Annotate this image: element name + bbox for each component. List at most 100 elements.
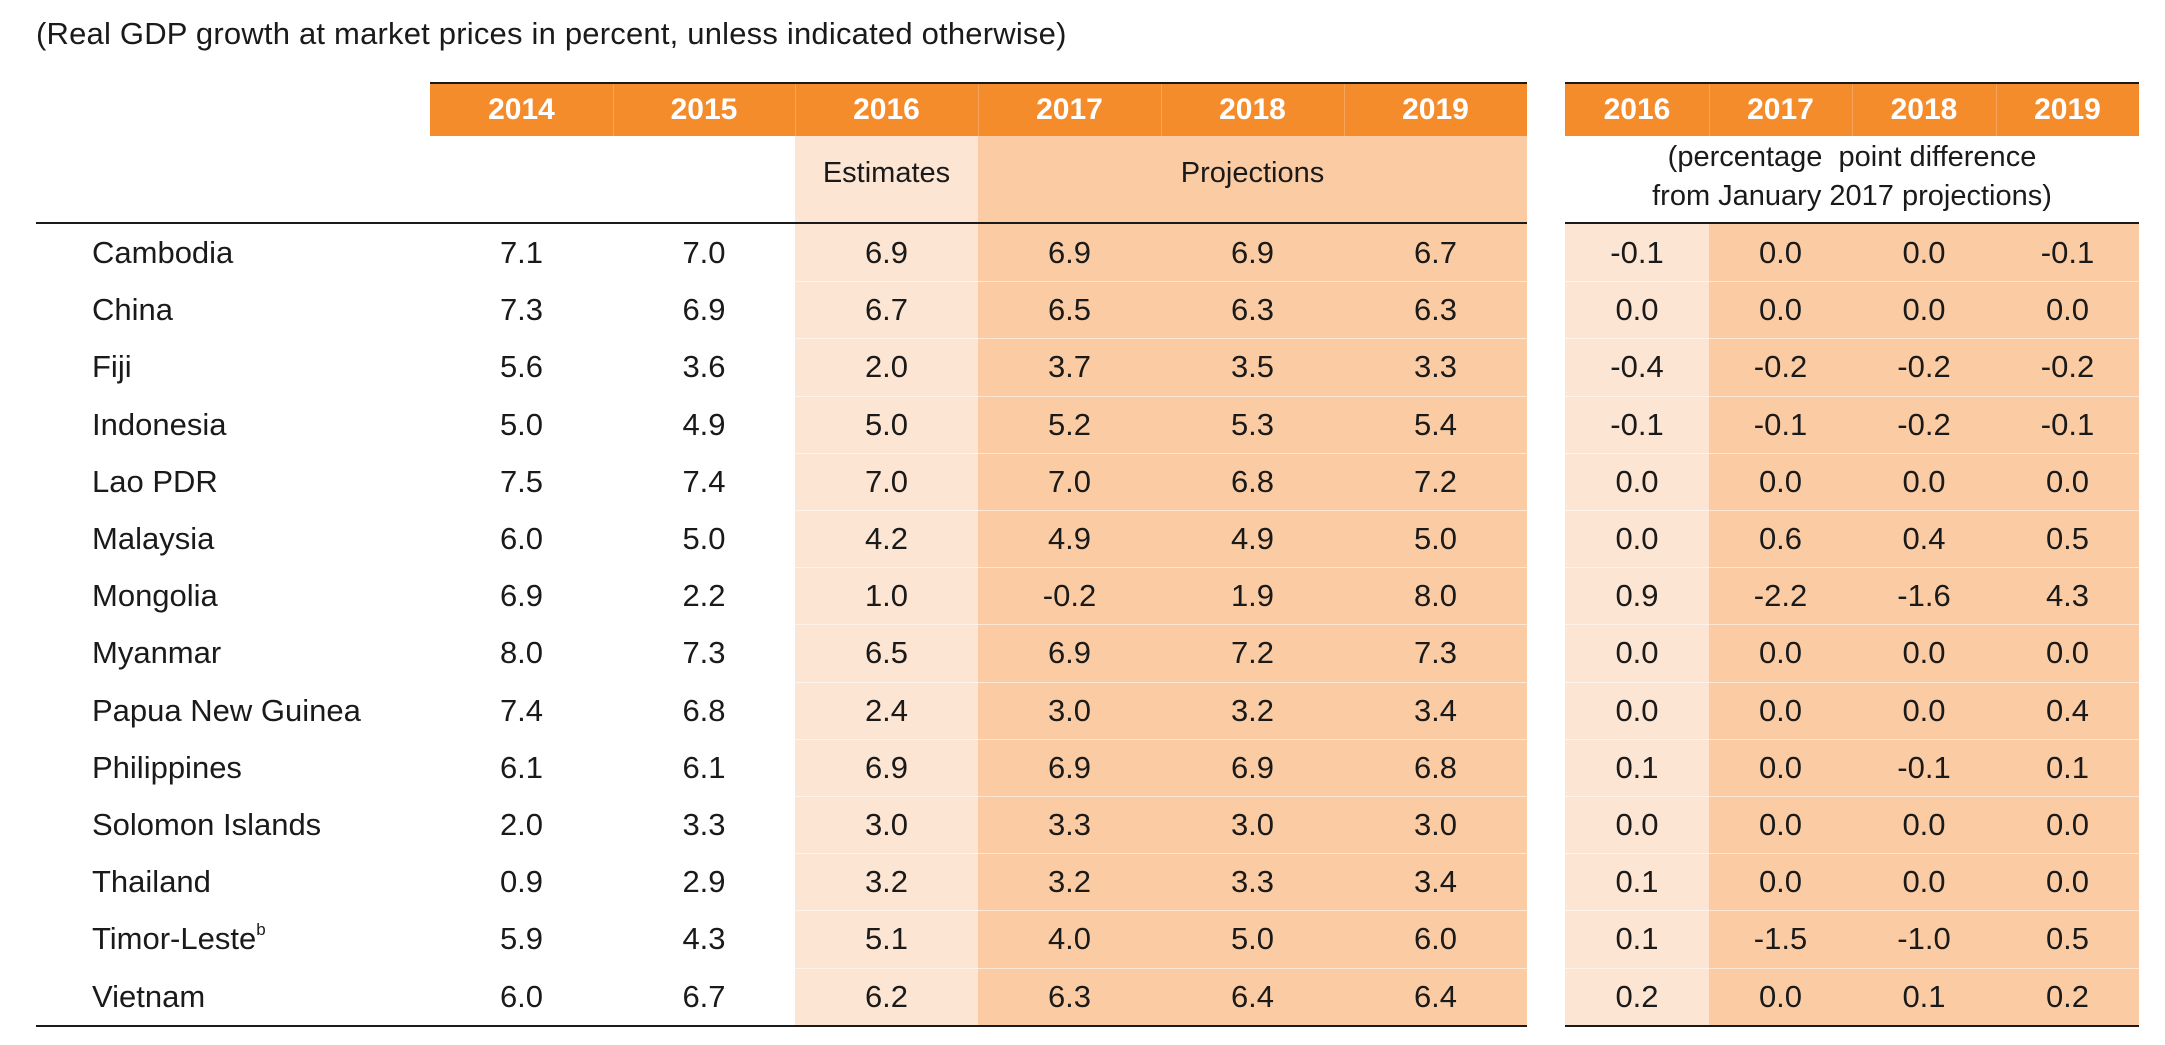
table-row: Timor-Lesteb 5.9 4.3 5.1 4.0 5.0 6.0 0.1 -1.5 -1.…: [0, 910, 2165, 967]
growth-value-cell: 3.6: [682, 349, 726, 385]
row-divider: [795, 567, 1527, 569]
row-divider: [1565, 624, 2139, 626]
difference-value-cell: 0.0: [2045, 635, 2090, 671]
growth-value-cell: 7.3: [682, 635, 726, 671]
difference-value-cell: -0.1: [2040, 406, 2095, 442]
difference-value-cell: 0.1: [1615, 921, 1659, 957]
year-header-2: 2016: [853, 93, 920, 126]
growth-value-cell: 3.2: [864, 864, 909, 900]
growth-value-cell: 3.0: [1047, 692, 1092, 728]
diff-year-header-divider: [1996, 84, 1997, 136]
diff-year-header-divider: [1852, 84, 1853, 136]
country-label: Papua New Guinea: [92, 692, 361, 728]
country-label: Cambodia: [92, 235, 234, 270]
growth-value-cell: 7.5: [499, 463, 544, 499]
difference-value-cell: -1.6: [1897, 578, 1951, 614]
growth-value-cell: 2.4: [864, 692, 909, 728]
year-header-divider: [613, 84, 614, 136]
difference-value-cell: 0.5: [2045, 521, 2090, 556]
growth-value-cell: 2.9: [682, 864, 726, 900]
difference-value-cell: 0.0: [1758, 807, 1803, 842]
year-header-divider: [1344, 84, 1345, 136]
growth-value-cell: 3.3: [1047, 807, 1092, 842]
growth-value-cell: 1.0: [864, 578, 909, 614]
country-name: Philippines: [92, 739, 242, 796]
growth-value-cell: 5.0: [499, 406, 544, 442]
country-label: Fiji: [92, 349, 132, 385]
country-name: Solomon Islands: [92, 796, 321, 853]
growth-value-cell: 6.0: [499, 978, 544, 1014]
difference-value-cell: -2.2: [1753, 578, 1808, 614]
growth-value-cell: -0.2: [1042, 578, 1097, 614]
growth-value-cell: 5.6: [499, 349, 544, 385]
difference-value-cell: -0.2: [1897, 349, 1951, 385]
table-row: Malaysia 6.0 5.0 4.2 4.9 4.9 5.0 0.0 0.6 0.4 0.5: [0, 510, 2165, 567]
growth-value-cell: 5.0: [1413, 521, 1458, 556]
row-divider: [1565, 395, 2139, 397]
growth-value-cell: 6.7: [682, 978, 726, 1014]
row-divider: [795, 452, 1527, 454]
country-name: Mongolia: [92, 567, 218, 624]
table-row: China 7.3 6.9 6.7 6.5 6.3 6.3 0.0 0.0 0.0 0.0: [0, 281, 2165, 338]
difference-value-cell: 0.0: [2045, 807, 2090, 842]
growth-value-cell: 6.8: [1413, 749, 1458, 785]
difference-value-cell: 0.0: [1615, 521, 1659, 556]
estimates-column-fill: [795, 136, 978, 1027]
difference-value-cell: 0.0: [1758, 692, 1803, 728]
difference-value-cell: 0.0: [1902, 807, 1946, 842]
growth-value-cell: 5.4: [1413, 406, 1458, 442]
growth-value-cell: 7.0: [864, 463, 909, 499]
difference-value-cell: 0.1: [2045, 749, 2090, 785]
difference-value-cell: -0.2: [1897, 406, 1951, 442]
growth-value-cell: 6.1: [499, 749, 544, 785]
left-bottom-rule: [36, 1025, 1527, 1027]
growth-value-cell: 6.3: [1047, 978, 1092, 1014]
country-name: Cambodia: [92, 224, 233, 281]
row-divider: [1565, 738, 2139, 740]
row-divider: [795, 395, 1527, 397]
country-label: Philippines: [92, 749, 242, 785]
table-row: Lao PDR 7.5 7.4 7.0 7.0 6.8 7.2 0.0 0.0 0.0 0.0: [0, 452, 2165, 510]
growth-value-cell: 7.2: [1230, 635, 1275, 671]
difference-value-cell: 0.2: [2045, 978, 2090, 1014]
estimates-label: Estimates: [822, 157, 951, 189]
difference-value-cell: 0.0: [1615, 635, 1659, 671]
growth-value-cell: 2.0: [499, 807, 544, 842]
growth-value-cell: 6.9: [864, 749, 909, 785]
country-label: Indonesia: [92, 406, 227, 442]
growth-value-cell: 6.3: [1230, 292, 1275, 328]
row-divider: [1565, 510, 2139, 511]
table-row: Fiji 5.6 3.6 2.0 3.7 3.5 3.3 -0.4 -0.2 -0.2 -0.2: [0, 338, 2165, 395]
growth-value-cell: 5.3: [1230, 406, 1275, 442]
difference-value-cell: 0.0: [1902, 864, 1946, 900]
table-row: Solomon Islands 2.0 3.3 3.0 3.3 3.0 3.0 0.0 0.0 0…: [0, 796, 2165, 853]
growth-value-cell: 6.0: [499, 521, 544, 556]
growth-value-cell: 7.2: [1413, 463, 1458, 499]
growth-value-cell: 6.1: [682, 749, 726, 785]
row-divider: [795, 338, 1527, 340]
difference-value-cell: 0.0: [1615, 292, 1659, 328]
growth-value-cell: 6.9: [499, 578, 544, 614]
difference-value-cell: -0.2: [1753, 349, 1808, 385]
row-divider: [795, 681, 1527, 683]
table-row: Mongolia 6.9 2.2 1.0 -0.2 1.9 8.0 0.9 -2.2 -1.6 4.…: [0, 567, 2165, 624]
growth-value-cell: 6.9: [864, 235, 909, 270]
growth-value-cell: 6.9: [1047, 635, 1092, 671]
row-divider: [795, 624, 1527, 626]
country-name: Malaysia: [92, 510, 214, 567]
difference-value-cell: 0.0: [1758, 463, 1803, 499]
difference-value-cell: 0.0: [1902, 292, 1946, 328]
growth-value-cell: 3.0: [1230, 807, 1275, 842]
row-divider: [795, 796, 1527, 797]
difference-value-cell: 0.0: [1902, 635, 1946, 671]
table-row: Philippines 6.1 6.1 6.9 6.9 6.9 6.8 0.1 0.0 -0.1 0…: [0, 738, 2165, 796]
growth-value-cell: 0.9: [499, 864, 544, 900]
difference-value-cell: -0.1: [1897, 749, 1951, 785]
table-row: Indonesia 5.0 4.9 5.0 5.2 5.3 5.4 -0.1 -0.1 -0.2 -…: [0, 395, 2165, 453]
growth-value-cell: 7.0: [682, 235, 726, 270]
table-caption: (Real GDP growth at market prices in per…: [36, 16, 1067, 51]
growth-value-cell: 4.2: [864, 521, 909, 556]
growth-value-cell: 3.2: [1047, 864, 1092, 900]
country-name: Vietnam: [92, 968, 205, 1025]
growth-value-cell: 6.9: [682, 292, 726, 328]
